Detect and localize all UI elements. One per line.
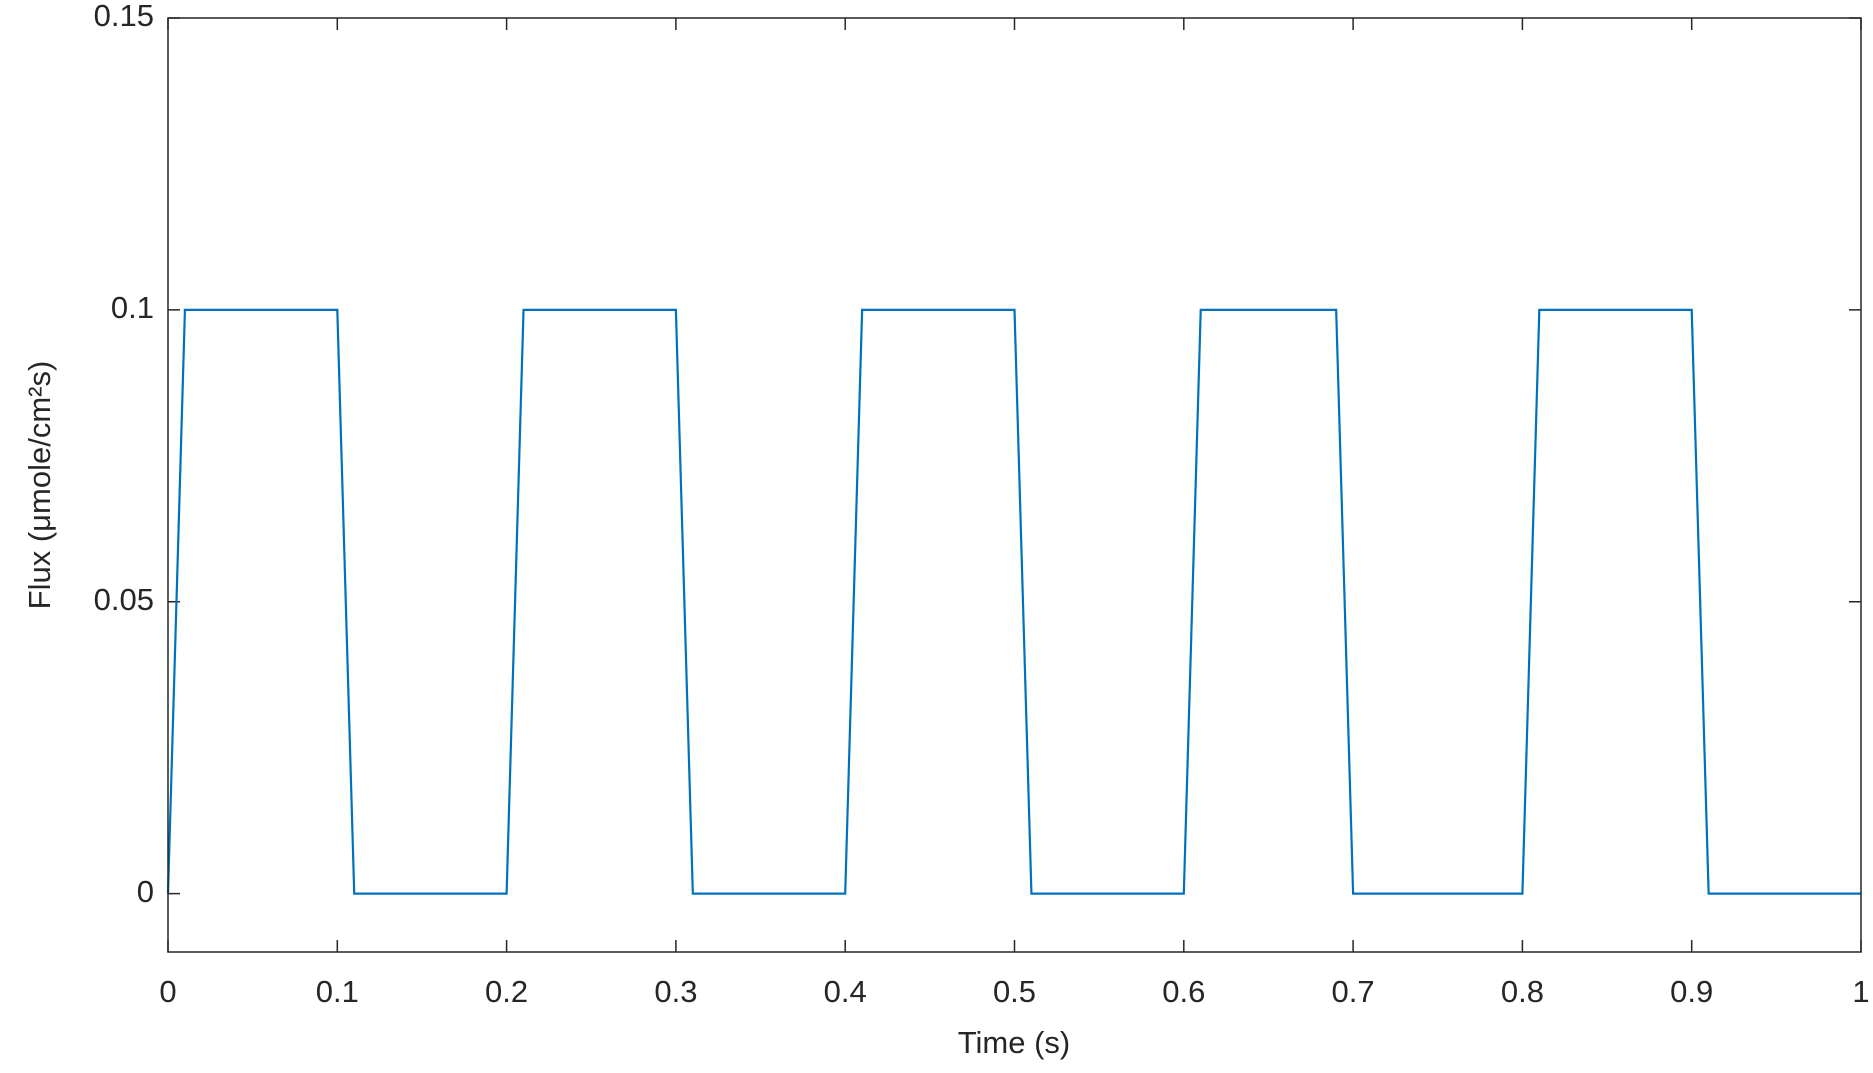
y-tick-label: 0.15 — [94, 0, 154, 33]
x-tick-label: 0 — [159, 974, 176, 1009]
x-tick-label: 0.7 — [1332, 974, 1375, 1009]
x-tick-label: 0.4 — [824, 974, 867, 1009]
y-axis-label: Flux (μmole/cm²s) — [22, 361, 57, 610]
data-line — [166, 308, 1861, 895]
x-tick-label: 0.1 — [316, 974, 359, 1009]
y-tick-label: 0.1 — [111, 290, 154, 325]
x-tick-label: 0.8 — [1501, 974, 1544, 1009]
y-tick-label: 0.05 — [94, 582, 154, 617]
x-tick-label: 0.3 — [654, 974, 697, 1009]
x-tick-label: 0.6 — [1162, 974, 1205, 1009]
x-tick-label: 0.2 — [485, 974, 528, 1009]
x-axis-label: Time (s) — [958, 1025, 1071, 1060]
x-tick-label: 0.5 — [993, 974, 1036, 1009]
axes-box — [167, 17, 1862, 953]
y-tick-label: 0 — [137, 874, 154, 909]
x-tick-label: 1 — [1852, 974, 1869, 1009]
x-tick-label: 0.9 — [1670, 974, 1713, 1009]
